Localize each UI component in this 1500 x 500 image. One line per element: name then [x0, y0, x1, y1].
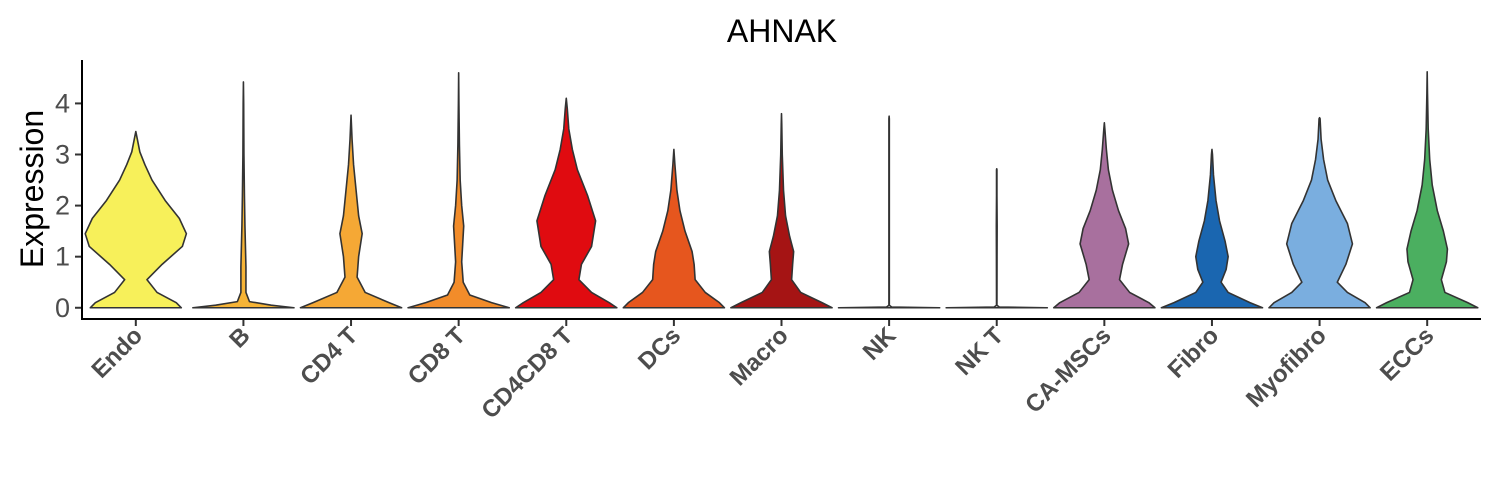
- x-tick-label: Fibro: [1163, 322, 1225, 384]
- x-tick-label: Macro: [725, 322, 794, 391]
- y-tick-label: 0: [55, 293, 70, 323]
- violin-ca-mscs: [1052, 122, 1156, 309]
- x-tick-label: NK: [858, 322, 902, 366]
- x-tick-label: DCs: [633, 322, 686, 375]
- x-tick-label: CA-MSCs: [1020, 322, 1116, 418]
- violin-nk: [837, 115, 941, 309]
- y-tick-label: 4: [55, 88, 70, 118]
- chart-title: AHNAK: [727, 13, 837, 49]
- violin-cd4cd8-t: [514, 97, 618, 309]
- violin-cd4-t: [299, 114, 403, 309]
- x-tick-label: Endo: [87, 322, 149, 384]
- violin-nk-t: [945, 168, 1049, 309]
- x-tick-label: ECCs: [1375, 322, 1439, 386]
- y-tick-label: 1: [55, 242, 70, 272]
- y-axis-ticks: 0 1 2 3 4: [55, 88, 82, 323]
- y-axis-label: Expression: [14, 110, 50, 268]
- x-tick-label: NK T: [950, 322, 1009, 381]
- violin-macro: [730, 112, 833, 309]
- violin-b: [192, 81, 295, 309]
- violin-eccs: [1375, 70, 1479, 309]
- y-tick-label: 2: [55, 191, 70, 221]
- x-tick-label: Myofibro: [1241, 322, 1332, 413]
- violin-dcs: [622, 148, 726, 309]
- violin-fibro: [1160, 148, 1264, 309]
- violin-group: [84, 70, 1479, 309]
- x-tick-label: B: [224, 322, 255, 353]
- violin-myofibro: [1268, 116, 1371, 309]
- x-tick-label: CD8 T: [403, 322, 471, 390]
- x-axis-ticks: Endo B CD4 T CD8 T CD4CD8 T DCs Macro NK NK T CA-…: [87, 319, 1439, 424]
- violin-cd8-t: [407, 71, 511, 309]
- x-tick-label: CD4 T: [295, 322, 363, 390]
- y-tick-label: 3: [55, 140, 70, 170]
- violin-endo: [84, 130, 188, 309]
- x-tick-label: CD4CD8 T: [476, 322, 578, 424]
